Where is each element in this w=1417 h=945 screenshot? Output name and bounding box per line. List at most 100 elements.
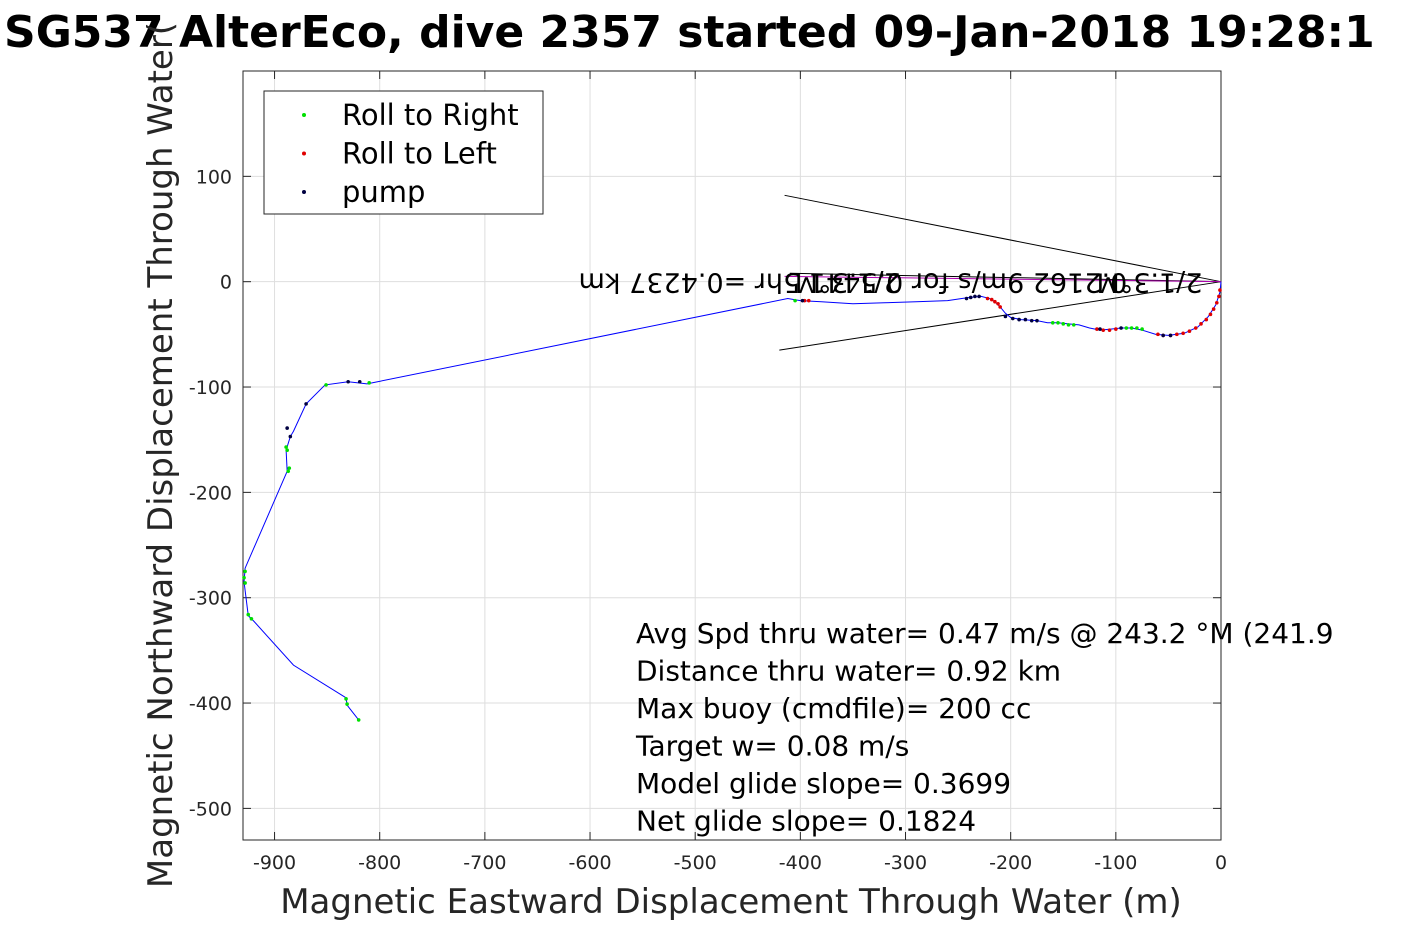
point-roll-to-left — [985, 296, 990, 301]
legend-label: Roll to Left — [342, 137, 497, 171]
x-tick-label: 0 — [1215, 852, 1227, 874]
point-roll-to-left — [806, 298, 811, 303]
legend-label: Roll to Right — [342, 98, 519, 132]
x-axis-label: Magnetic Eastward Displacement Through W… — [280, 882, 1182, 922]
y-tick-label: -400 — [189, 693, 232, 715]
point-pump — [968, 295, 973, 300]
point-roll-to-right — [284, 445, 288, 449]
point-roll-to-right — [793, 298, 797, 303]
stats-annotation: Avg Spd thru water= 0.47 m/s @ 243.2 °M … — [635, 617, 1334, 838]
point-pump — [1010, 316, 1015, 321]
legend-marker — [302, 190, 306, 194]
y-axis-label: Magnetic Northward Displacement Through … — [141, 22, 181, 888]
x-tick-label: -500 — [674, 852, 717, 874]
legend: Roll to Right Roll to Left pump — [263, 90, 544, 215]
point-roll-to-left — [1187, 329, 1192, 333]
legend-box — [263, 90, 544, 215]
point-roll-to-right — [345, 702, 349, 706]
stats-line: Model glide slope= 0.3699 — [636, 767, 1011, 800]
point-roll-to-left — [993, 299, 997, 304]
guide-line — [779, 281, 1222, 351]
point-pump — [800, 298, 805, 303]
x-tick-label: -400 — [779, 852, 822, 874]
point-roll-to-right — [1071, 323, 1076, 327]
point-roll-to-left — [1156, 332, 1160, 337]
point-pump — [973, 294, 977, 299]
point-pump — [1029, 318, 1034, 323]
point-roll-to-left — [1217, 294, 1221, 299]
point-roll-to-right — [246, 612, 251, 617]
stats-line: Target w= 0.08 m/s — [635, 730, 909, 763]
point-pump — [1161, 333, 1165, 338]
point-roll-to-left — [1193, 326, 1198, 330]
flipped-label: 2/1.3°M — [795, 266, 901, 297]
point-roll-to-left — [998, 305, 1002, 309]
flipped-annotations: 2/1.3°M0.2162 9m/s for 0.5441 5hr =0.423… — [579, 266, 1203, 297]
flipped-label: 2/1.3°M — [1096, 266, 1202, 297]
point-roll-to-right — [1066, 323, 1071, 327]
point-pump — [288, 434, 293, 439]
point-roll-to-left — [996, 302, 1000, 306]
y-tick-label: -500 — [189, 798, 232, 820]
point-pump — [964, 296, 969, 301]
point-roll-to-right — [243, 569, 247, 574]
y-tick-label: -300 — [189, 588, 232, 610]
point-roll-to-right — [1061, 322, 1066, 326]
point-roll-to-left — [1204, 317, 1209, 322]
axis-ticks: -900 -800 -700 -600 -500 -400 -300 -200 -100 0 -50… — [189, 71, 1227, 874]
point-pump — [357, 379, 362, 384]
point-roll-to-left — [1199, 322, 1203, 326]
point-roll-to-right — [356, 718, 361, 722]
point-pump — [346, 379, 350, 384]
x-tick-label: -800 — [358, 852, 401, 874]
point-roll-to-right — [367, 381, 371, 385]
guide-line — [789, 272, 1222, 283]
x-tick-label: -100 — [1094, 852, 1137, 874]
point-roll-to-right — [324, 383, 328, 387]
point-roll-to-right — [242, 575, 246, 580]
y-tick-label: 100 — [196, 166, 232, 188]
data-points — [242, 288, 1222, 722]
point-roll-to-right — [1129, 326, 1134, 330]
x-tick-label: -900 — [253, 852, 296, 874]
point-roll-to-left — [1181, 331, 1185, 336]
point-pump — [285, 426, 289, 430]
guide-line — [784, 275, 1222, 283]
x-tick-label: -300 — [884, 852, 927, 874]
point-roll-to-left — [989, 297, 994, 302]
track-line — [243, 281, 1222, 721]
stats-line: Net glide slope= 0.1824 — [636, 805, 976, 838]
y-tick-label: -200 — [189, 482, 232, 504]
point-pump — [1168, 333, 1173, 338]
point-roll-to-left — [1101, 328, 1106, 332]
point-pump — [1023, 317, 1028, 322]
plot-frame — [242, 70, 1222, 841]
point-roll-to-right — [1050, 320, 1055, 325]
y-tick-label: -100 — [189, 377, 232, 399]
chart-title: SG537 AlterEco, dive 2357 started 09-Jan… — [4, 7, 1375, 58]
y-tick-label: 0 — [220, 272, 232, 294]
point-roll-to-right — [1124, 326, 1129, 330]
point-roll-to-right — [344, 697, 348, 701]
x-tick-label: -600 — [568, 852, 611, 874]
point-roll-to-right — [249, 616, 254, 621]
point-pump — [304, 402, 308, 406]
stats-line: Distance thru water= 0.92 km — [636, 655, 1061, 688]
x-tick-label: -700 — [463, 852, 506, 874]
point-pump — [1098, 327, 1102, 331]
point-roll-to-left — [1218, 288, 1222, 292]
point-pump — [977, 294, 981, 299]
legend-marker — [302, 113, 306, 117]
point-pump — [1003, 314, 1008, 319]
point-roll-to-right — [1135, 326, 1139, 330]
point-roll-to-right — [287, 466, 292, 470]
point-roll-to-left — [1211, 307, 1216, 311]
point-pump — [1017, 317, 1021, 322]
point-roll-to-right — [1140, 327, 1144, 331]
point-roll-to-right — [243, 581, 247, 585]
stats-line: Max buoy (cmdfile)= 200 cc — [636, 692, 1031, 725]
guide-line — [784, 194, 1222, 283]
point-roll-to-left — [1175, 332, 1179, 337]
flipped-label: 0.2162 9m/s for 0.5441 5hr =0.4237 km — [579, 266, 1128, 297]
